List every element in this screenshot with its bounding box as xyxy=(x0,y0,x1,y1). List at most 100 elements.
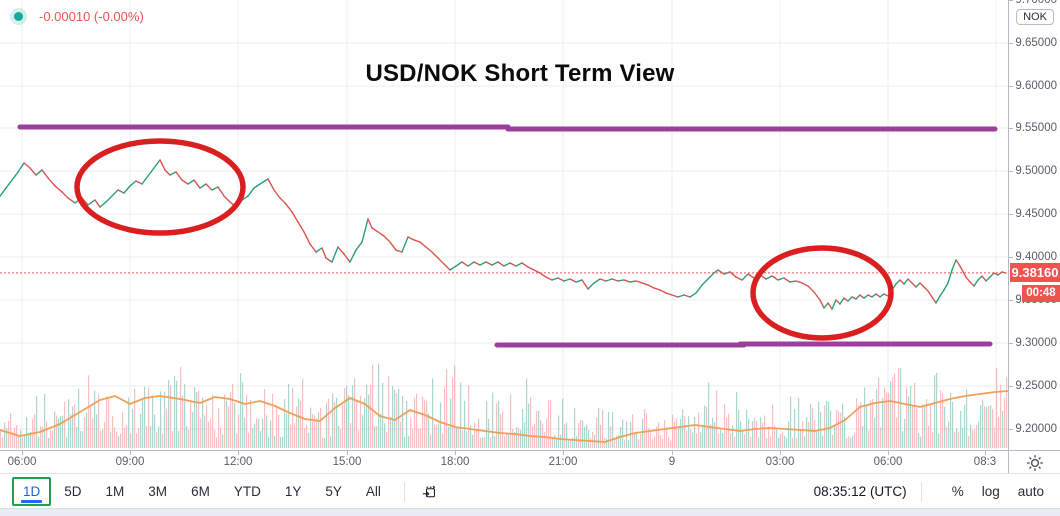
volume-bar xyxy=(492,392,494,448)
volume-bar xyxy=(602,409,604,448)
volume-bar xyxy=(842,403,844,448)
price-series-segment xyxy=(587,282,595,290)
range-button-5d[interactable]: 5D xyxy=(53,477,92,506)
range-button-1y[interactable]: 1Y xyxy=(274,477,313,506)
price-axis-tick xyxy=(1009,43,1013,44)
price-series-segment xyxy=(309,243,317,253)
price-series-segment xyxy=(605,278,613,282)
volume-bar xyxy=(882,398,884,448)
volume-bar xyxy=(332,393,334,448)
volume-bar xyxy=(896,417,898,448)
volume-bar xyxy=(752,421,754,448)
price-series-segment xyxy=(843,297,849,302)
volume-bar xyxy=(118,436,120,448)
volume-bar xyxy=(430,434,432,448)
price-series-segment xyxy=(193,179,201,189)
log-scale-button[interactable]: log xyxy=(981,484,1000,499)
price-series-segment xyxy=(87,199,96,206)
price-series-segment xyxy=(449,265,457,271)
volume-bar xyxy=(484,437,486,448)
indicator-legend[interactable]: -0.00010 (-0.00%) xyxy=(14,9,144,24)
volume-bar xyxy=(4,422,6,448)
price-series-segment xyxy=(707,272,715,280)
volume-bar xyxy=(226,400,228,448)
volume-bar xyxy=(598,408,600,448)
price-series-segment xyxy=(187,179,195,185)
volume-bar xyxy=(574,408,576,448)
auto-scale-button[interactable]: auto xyxy=(1017,484,1044,499)
volume-bar xyxy=(714,422,716,448)
volume-bar xyxy=(66,437,68,448)
volume-bar xyxy=(1000,384,1002,448)
range-button-3m[interactable]: 3M xyxy=(137,477,178,506)
price-volume-chart[interactable] xyxy=(0,0,1008,450)
volume-bar xyxy=(870,400,872,448)
volume-bar xyxy=(548,400,550,448)
volume-bar xyxy=(378,363,380,448)
range-button-all[interactable]: All xyxy=(355,477,392,506)
session-clock[interactable]: 08:35:12 (UTC) xyxy=(813,484,907,499)
volume-bar xyxy=(388,375,390,448)
volume-bar xyxy=(206,404,208,448)
price-series-segment xyxy=(383,235,391,243)
price-series-segment xyxy=(515,262,523,267)
price-axis-label: 9.60000 xyxy=(1015,80,1057,92)
volume-bar xyxy=(20,429,22,448)
gear-icon[interactable] xyxy=(1025,453,1045,473)
price-series-segment xyxy=(29,167,37,176)
volume-bar xyxy=(630,422,632,448)
price-axis[interactable]: 9.70000 9.65000 9.60000 9.55000 9.50000 9.450… xyxy=(1008,0,1060,450)
price-series-segment xyxy=(199,183,207,189)
price-series-segment xyxy=(371,227,379,233)
volume-bar xyxy=(180,366,182,448)
range-button-1m[interactable]: 1M xyxy=(95,477,136,506)
currency-badge[interactable]: NOK xyxy=(1016,9,1054,25)
volume-bar xyxy=(724,404,726,448)
volume-bar xyxy=(840,412,842,448)
volume-bar xyxy=(660,435,662,448)
volume-bar xyxy=(282,437,284,448)
price-series-segment xyxy=(497,261,505,267)
volume-bar xyxy=(700,432,702,448)
price-series-segment xyxy=(141,175,149,185)
volume-bar xyxy=(560,434,562,448)
price-series-segment xyxy=(847,296,853,302)
volume-bar xyxy=(260,431,262,448)
volume-bar xyxy=(210,418,212,448)
series-marker-dot xyxy=(14,12,23,21)
go-to-date-button[interactable] xyxy=(415,479,443,505)
time-axis-tick xyxy=(563,451,564,455)
range-button-1d[interactable]: 1D xyxy=(12,477,52,506)
volume-bar xyxy=(490,437,492,448)
volume-bar xyxy=(994,427,996,448)
volume-bar xyxy=(316,418,318,448)
volume-bar xyxy=(224,394,226,448)
volume-bar xyxy=(174,376,176,448)
volume-bar xyxy=(28,433,30,448)
volume-bar xyxy=(964,404,966,448)
volume-bar xyxy=(146,425,148,448)
volume-bar xyxy=(42,426,44,448)
volume-bar xyxy=(344,388,346,448)
volume-bar xyxy=(920,436,922,448)
volume-bar xyxy=(658,422,660,448)
volume-bar xyxy=(234,402,236,448)
volume-bar xyxy=(710,424,712,448)
volume-bar xyxy=(496,402,498,448)
axis-settings-corner[interactable] xyxy=(1008,450,1060,474)
time-axis[interactable]: 06:00 09:00 12:00 15:00 18:00 21:00 9 03:00 06:0… xyxy=(0,450,1008,474)
range-button-ytd[interactable]: YTD xyxy=(223,477,272,506)
volume-bar xyxy=(862,426,864,448)
price-series-segment xyxy=(401,236,409,253)
volume-bar xyxy=(618,435,620,448)
volume-bar xyxy=(652,439,654,448)
chart-canvas[interactable]: -0.00010 (-0.00%) USD/NOK Short Term Vie… xyxy=(0,0,1008,450)
percent-scale-button[interactable]: % xyxy=(951,484,964,499)
range-button-6m[interactable]: 6M xyxy=(180,477,221,506)
price-series-segment xyxy=(11,171,19,181)
volume-bar xyxy=(748,418,750,448)
volume-bar xyxy=(330,436,332,448)
range-button-5y[interactable]: 5Y xyxy=(314,477,353,506)
price-axis-label: 9.20000 xyxy=(1015,423,1057,435)
volume-bar xyxy=(900,368,902,448)
